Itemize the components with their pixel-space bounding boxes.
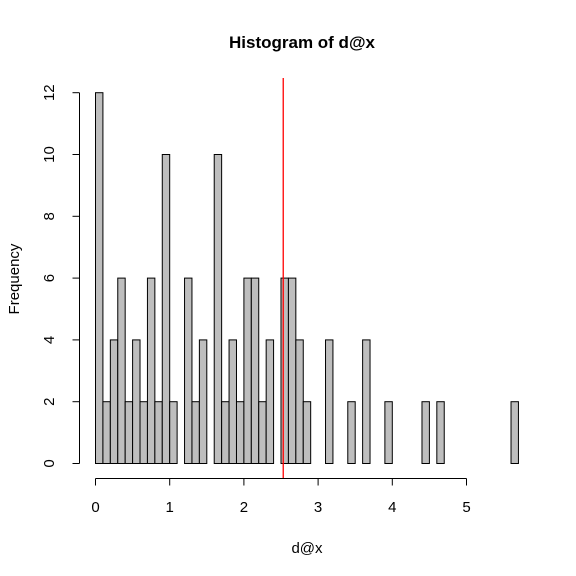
histogram-bar xyxy=(362,339,371,464)
histogram-bar xyxy=(139,401,148,465)
histogram-bar xyxy=(280,277,289,464)
histogram-bar xyxy=(325,339,334,464)
x-tick-label: 3 xyxy=(314,499,322,516)
y-axis: 0 2 4 6 8 10 12 xyxy=(41,84,80,468)
histogram-bar xyxy=(95,92,104,464)
histogram-bar xyxy=(184,277,193,464)
histogram-bar xyxy=(169,401,178,465)
x-tick-label: 4 xyxy=(388,499,396,516)
histogram-bar xyxy=(250,277,260,464)
y-tick-label: 0 xyxy=(41,459,58,467)
histogram-bar xyxy=(132,339,141,464)
histogram-bar xyxy=(302,401,312,465)
x-tick-label: 5 xyxy=(462,499,470,516)
histogram-bar xyxy=(287,277,297,464)
histogram-bar xyxy=(295,339,304,464)
histogram-bar xyxy=(243,277,252,464)
histogram-bar xyxy=(347,401,356,465)
y-tick-label: 4 xyxy=(41,336,58,344)
histogram-bar xyxy=(146,277,156,464)
histogram-bars xyxy=(95,92,519,465)
chart-title: Histogram of d@x xyxy=(229,33,376,52)
x-tick-label: 1 xyxy=(166,499,174,516)
histogram-bar xyxy=(421,401,430,465)
histogram-bar xyxy=(258,401,267,465)
x-axis: 0 1 2 3 4 5 xyxy=(91,478,471,516)
x-tick-label: 0 xyxy=(91,499,99,516)
histogram-bar xyxy=(117,277,126,464)
x-tick-label: 2 xyxy=(240,499,248,516)
histogram-bar xyxy=(221,401,230,465)
histogram-bar xyxy=(235,401,245,465)
histogram-bar xyxy=(154,401,163,465)
y-tick-label: 6 xyxy=(41,274,58,282)
histogram-bar xyxy=(265,339,275,464)
histogram-bar xyxy=(161,154,171,464)
y-tick-label: 2 xyxy=(41,398,58,406)
histogram-bar xyxy=(191,401,200,465)
y-tick-label: 12 xyxy=(41,84,58,101)
histogram-bar xyxy=(436,401,445,465)
histogram-bar xyxy=(213,154,223,464)
x-axis-label: d@x xyxy=(291,540,323,557)
y-tick-label: 8 xyxy=(41,212,58,220)
histogram-bar xyxy=(228,339,237,464)
y-tick-label: 10 xyxy=(41,146,58,163)
histogram-bar xyxy=(384,401,393,465)
histogram-bar xyxy=(124,401,134,465)
histogram-bar xyxy=(198,339,208,464)
histogram-bar xyxy=(102,401,111,465)
y-axis-label: Frequency xyxy=(6,243,23,314)
histogram-bar xyxy=(510,401,519,465)
histogram-bar xyxy=(109,339,119,464)
